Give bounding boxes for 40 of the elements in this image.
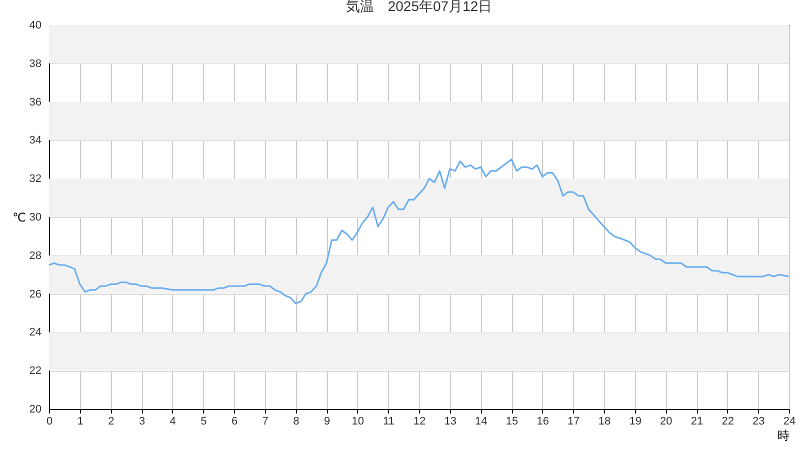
- y-tick-label: 32: [29, 173, 42, 186]
- chart-title: 気温 2025年07月12日: [346, 0, 492, 14]
- x-tick-label: 17: [568, 416, 580, 428]
- x-tick-label: 1: [77, 416, 84, 428]
- x-tick-label: 12: [413, 416, 426, 428]
- x-tick-label: 16: [536, 416, 549, 428]
- x-tick-label: 8: [293, 416, 300, 428]
- x-tick-label: 9: [324, 416, 330, 428]
- x-tick-label: 19: [629, 416, 642, 428]
- y-axis-title: ℃: [12, 210, 26, 224]
- x-tick-label: 6: [231, 416, 238, 428]
- x-tick-label: 7: [262, 416, 268, 428]
- y-tick-label: 38: [29, 58, 42, 70]
- x-tick-label: 24: [783, 416, 796, 428]
- x-tick-label: 20: [660, 416, 672, 428]
- x-tick-label: 0: [46, 416, 53, 428]
- x-tick-label: 13: [444, 416, 456, 428]
- line-series: [48, 158, 790, 304]
- y-tick-label: 28: [29, 250, 42, 262]
- x-tick-label: 2: [108, 416, 114, 428]
- y-tick-label: 26: [29, 288, 42, 300]
- y-tick-label: 34: [29, 134, 42, 147]
- x-tick-label: 22: [722, 416, 734, 428]
- y-tick-label: 22: [29, 365, 42, 378]
- x-tick-label: 3: [138, 416, 146, 428]
- y-tick-label: 36: [29, 96, 42, 108]
- x-tick-label: 10: [352, 416, 364, 428]
- y-tick-label: 40: [29, 20, 42, 32]
- y-tick-label: 20: [29, 404, 42, 416]
- x-tick-label: 11: [382, 416, 394, 428]
- x-tick-label: 4: [170, 416, 176, 428]
- x-tick-label: 18: [598, 416, 611, 428]
- y-tick-label: 30: [29, 212, 42, 224]
- x-tick-label: 15: [506, 416, 518, 428]
- x-tick-label: 14: [475, 416, 488, 428]
- x-axis-title: 時: [778, 428, 790, 442]
- x-tick-label: 21: [690, 416, 704, 428]
- x-tick-label: 5: [200, 416, 207, 428]
- y-tick-label: 24: [29, 326, 42, 339]
- x-tick-label: 23: [752, 416, 765, 428]
